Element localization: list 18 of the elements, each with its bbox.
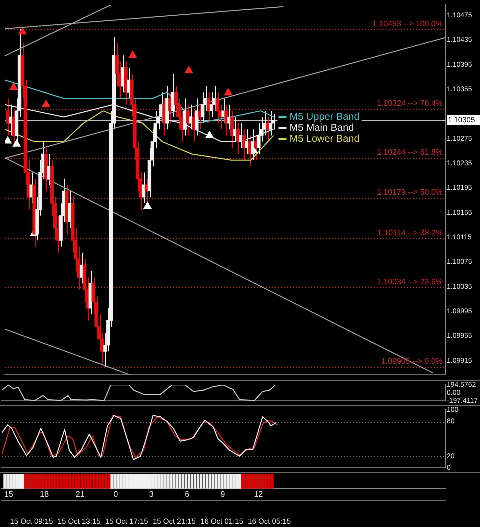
x2-tick-label: 15 (4, 490, 14, 499)
ref-line-label: 1.10179 --> 50.0% (376, 188, 443, 198)
x2-tick-label: 21 (76, 490, 86, 499)
x2-tick-label: 9 (220, 490, 226, 499)
legend-label: M5 Main Band (290, 122, 354, 134)
x2-tick-label: 3 (149, 490, 154, 499)
x2-tick-label: 0 (114, 490, 119, 499)
ref-line-label: 1.10034 --> 23.6% (376, 278, 443, 287)
legend-label: M5 Lower Band (290, 134, 360, 145)
ref-line-label: 1.10244 --> 61.8% (376, 148, 443, 158)
legend-label: M5 Upper Band (290, 112, 360, 123)
ref-line-label: 1.10324 --> 76.4% (376, 98, 443, 108)
ref-line-label: 1.09905 --> 0.0% (381, 357, 443, 366)
x2-tick-label: 6 (185, 490, 190, 499)
ref-line-label: 1.10114 --> 38.2% (378, 228, 443, 238)
x2-tick-label: 18 (40, 490, 50, 499)
x2-tick-label: 12 (254, 490, 264, 499)
ref-line-label: 1.10453 --> 100.0% (372, 19, 443, 28)
